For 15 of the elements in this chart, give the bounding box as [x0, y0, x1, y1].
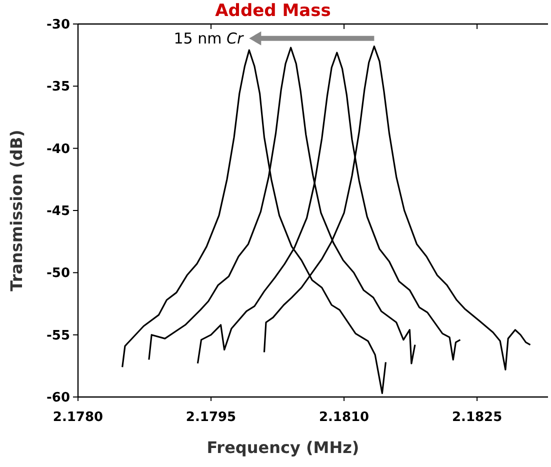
- x-tick-label: 2.1825: [452, 410, 502, 425]
- y-tick-label: -40: [46, 142, 70, 157]
- y-axis-title: Transmission (dB): [7, 130, 26, 292]
- x-tick-label: 2.1795: [186, 410, 236, 425]
- chart-title: Added Mass: [215, 1, 331, 21]
- annotation: 15 nm Cr: [174, 30, 244, 48]
- y-tick-label: -45: [46, 204, 70, 220]
- x-tick-label: 2.1780: [52, 410, 104, 425]
- y-tick-label: -30: [46, 18, 70, 33]
- y-tick-label: -60: [46, 390, 70, 406]
- y-tick-label: -55: [46, 328, 70, 344]
- y-tick-label: -50: [46, 266, 70, 282]
- x-axis-title: Frequency (MHz): [206, 438, 360, 457]
- x-tick-label: 2.1810: [318, 410, 370, 425]
- y-tick-label: -35: [46, 80, 70, 95]
